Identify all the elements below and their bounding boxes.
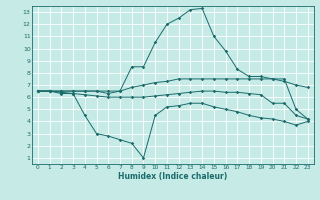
X-axis label: Humidex (Indice chaleur): Humidex (Indice chaleur) xyxy=(118,172,228,181)
